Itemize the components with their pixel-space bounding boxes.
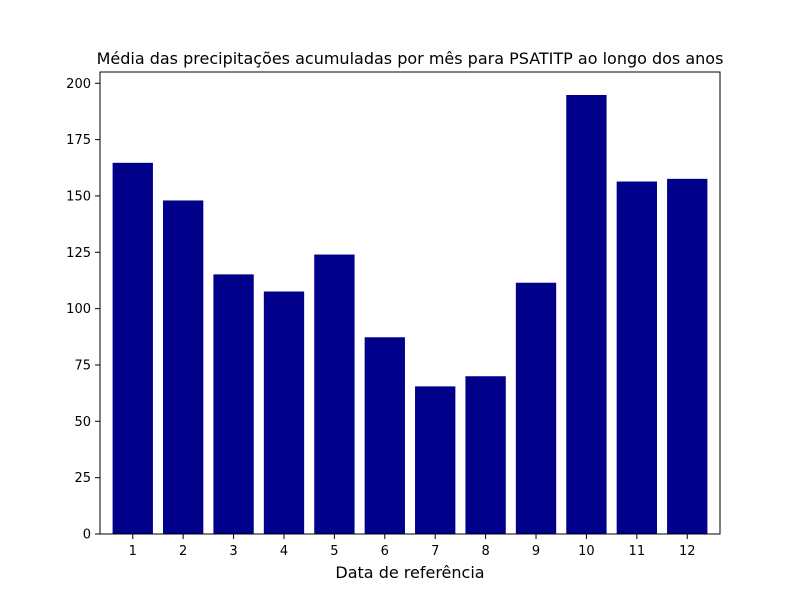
y-tick-label: 75	[74, 358, 91, 373]
x-tick-label: 9	[532, 544, 540, 559]
x-tick-label: 12	[679, 544, 696, 559]
x-axis: 1 2 3 4 5 6 7 8 9 10 11 12	[129, 534, 696, 559]
x-tick-label: 7	[431, 544, 439, 559]
x-tick-label: 2	[179, 544, 187, 559]
plot-frame	[99, 71, 721, 535]
y-tick-label: 150	[66, 189, 91, 204]
bar-month-12	[667, 178, 708, 534]
bar-month-9	[515, 282, 557, 534]
x-tick-label: 11	[629, 544, 646, 559]
y-tick-label: 125	[66, 246, 91, 261]
x-tick-label: 6	[381, 544, 389, 559]
x-tick-label: 10	[578, 544, 595, 559]
bar-month-4	[263, 291, 305, 534]
y-tick-label: 0	[83, 528, 91, 543]
x-tick-label: 1	[129, 544, 137, 559]
y-tick-label: 175	[66, 133, 91, 148]
y-tick-label: 25	[74, 471, 91, 486]
x-tick-label: 3	[229, 544, 237, 559]
y-tick-label: 50	[74, 415, 91, 430]
bar-month-7	[415, 386, 456, 534]
y-axis: 0 25 50 75 100 125 150 175 200	[66, 77, 100, 543]
bar-month-8	[465, 376, 506, 534]
y-tick-label: 100	[66, 302, 91, 317]
bar-month-1	[112, 162, 153, 534]
bar-month-6	[364, 337, 405, 534]
bar-month-2	[163, 200, 204, 534]
x-tick-label: 4	[280, 544, 288, 559]
bar-month-3	[213, 274, 254, 534]
bar-month-11	[616, 181, 657, 534]
bar-month-10	[566, 94, 607, 535]
chart-title: Média das precipitações acumuladas por m…	[97, 49, 724, 68]
x-tick-label: 5	[330, 544, 338, 559]
x-axis-label: Data de referência	[335, 563, 484, 582]
bars-group	[112, 94, 708, 535]
bar-month-5	[314, 254, 355, 535]
x-tick-label: 8	[481, 544, 489, 559]
y-tick-label: 200	[66, 77, 91, 92]
